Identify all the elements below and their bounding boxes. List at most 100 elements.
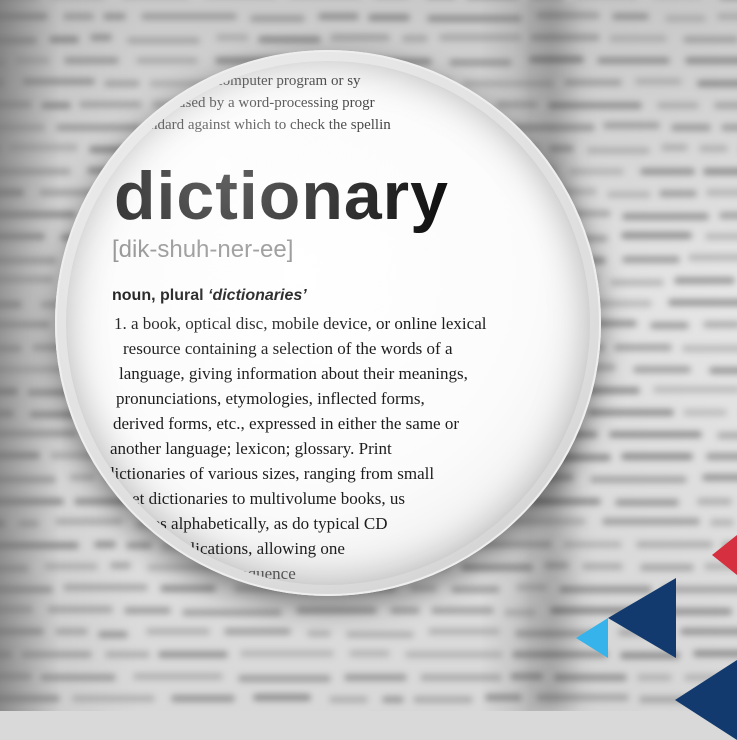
blurred-word [49, 36, 80, 44]
entry-part-of-speech: noun, plural ‘dictionaries’ [112, 287, 307, 305]
blurred-word [718, 212, 737, 220]
blurred-word [528, 56, 584, 64]
blurred-word [55, 518, 123, 526]
blurred-word [575, 299, 653, 307]
blurred-word [705, 452, 737, 460]
blurred-word [717, 431, 737, 439]
blurred-word [544, 562, 570, 570]
navy-triangle-decoration [608, 578, 676, 658]
blurred-word [609, 430, 702, 438]
blurred-word [0, 13, 49, 21]
blurred-word [0, 256, 58, 264]
magnified-text-line: computer program or sy [216, 73, 361, 89]
magnified-text-line: ndard against which to check the spellin [150, 117, 391, 133]
blurred-word [170, 695, 236, 703]
blurred-word [50, 452, 109, 460]
blurred-word [640, 168, 695, 176]
blurred-word [126, 542, 152, 550]
blurred-word [559, 586, 652, 594]
blurred-word [0, 650, 12, 658]
blurred-word [692, 650, 737, 658]
blurred-word [713, 101, 737, 109]
magnified-dictionary-entry: computer program or sy used by a word-pr… [66, 61, 590, 585]
blurred-word [8, 144, 78, 152]
blurred-word [104, 651, 150, 659]
blurred-word [563, 78, 623, 86]
blurred-word [0, 58, 7, 66]
blurred-word [635, 78, 682, 86]
blurred-word [614, 343, 673, 351]
blurred-word [568, 167, 625, 175]
blurred-word [123, 607, 172, 615]
entry-pronunciation: [dik-shuh-ner-ee] [112, 236, 294, 263]
blurred-word [0, 100, 33, 108]
definition-line: applications, allowing one [166, 539, 345, 558]
blurred-word [17, 520, 40, 528]
blurred-word [708, 366, 737, 374]
blurred-word [135, 57, 199, 65]
blurred-word [69, 474, 96, 482]
blurred-word [683, 408, 727, 416]
blurred-word [622, 212, 709, 220]
blurred-word [588, 408, 674, 416]
blurred-word [0, 476, 56, 484]
blurred-word [639, 696, 698, 704]
blurred-word [110, 562, 132, 570]
part-of-speech-label: noun, plural [112, 287, 204, 304]
blurred-word [72, 694, 156, 702]
blurred-word [0, 497, 64, 505]
blurred-word [344, 674, 407, 682]
blurred-word [250, 14, 306, 22]
magnifying-glass-lens: computer program or sy used by a word-pr… [66, 61, 590, 585]
blurred-word [0, 542, 79, 550]
blurred-word [508, 518, 586, 526]
blurred-word [656, 101, 699, 109]
blurred-word [671, 123, 711, 131]
blurred-word [402, 35, 428, 43]
blurred-word [717, 13, 737, 21]
blurred-word [679, 628, 737, 636]
blurred-word [428, 628, 500, 636]
blurred-word [706, 189, 737, 197]
blurred-word [653, 386, 737, 394]
blurred-word [438, 34, 522, 42]
blurred-word [0, 628, 44, 636]
blurred-word [451, 585, 500, 593]
blurred-word [330, 34, 390, 42]
blurred-word [696, 497, 733, 505]
red-triangle-decoration [712, 535, 737, 575]
blurred-word [554, 674, 628, 682]
blurred-word [473, 540, 552, 548]
blurred-word [26, 388, 84, 396]
blurred-word [0, 564, 29, 572]
blurred-word [603, 122, 661, 130]
blurred-word [602, 518, 700, 526]
blurred-word [702, 320, 737, 328]
blurred-word [582, 562, 624, 570]
blurred-word [621, 255, 680, 263]
blurred-word [46, 606, 114, 614]
blurred-word [215, 34, 250, 42]
blurred-word [317, 12, 359, 20]
blurred-word [685, 57, 737, 65]
blurred-word [21, 650, 92, 658]
blurred-word [509, 672, 543, 680]
blurred-word [345, 630, 415, 638]
blurred-word [0, 452, 41, 460]
blurred-word [511, 651, 609, 659]
blurred-word [549, 144, 575, 152]
blurred-word [610, 278, 665, 286]
blurred-word [656, 608, 733, 616]
plural-form: ‘dictionaries’ [208, 287, 307, 304]
definition-line: dictionaries of various sizes, ranging f… [106, 464, 435, 483]
blurred-word [621, 452, 694, 460]
blurred-word [589, 475, 687, 483]
blurred-word [238, 674, 331, 682]
blurred-word [22, 78, 95, 86]
blurred-word [0, 320, 50, 328]
blurred-word [74, 497, 131, 505]
blurred-word [0, 695, 61, 703]
blurred-word [390, 607, 420, 615]
blurred-word [614, 498, 680, 506]
blurred-word [409, 585, 437, 593]
